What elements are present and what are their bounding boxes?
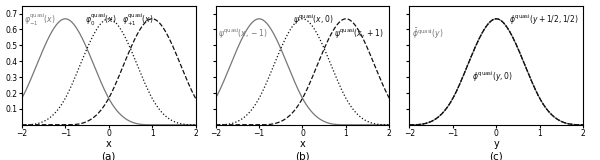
- Text: $\bar{\phi}^{\rm quasi}(y)$: $\bar{\phi}^{\rm quasi}(y)$: [412, 27, 443, 41]
- Text: (b): (b): [295, 151, 310, 160]
- X-axis label: x: x: [299, 139, 305, 149]
- Text: $\psi^{\rm quasi}(x,+1)$: $\psi^{\rm quasi}(x,+1)$: [334, 27, 384, 41]
- Text: $\phi^{\rm quasi}(y,0)$: $\phi^{\rm quasi}(y,0)$: [472, 70, 513, 84]
- Text: $\varphi_0^{\rm quasi}(x)$: $\varphi_0^{\rm quasi}(x)$: [85, 11, 116, 28]
- X-axis label: y: y: [493, 139, 499, 149]
- Text: $\psi^{\rm quasi}(x,0)$: $\psi^{\rm quasi}(x,0)$: [293, 13, 334, 27]
- Text: $\varphi_{-1}^{\rm quasi}(x)$: $\varphi_{-1}^{\rm quasi}(x)$: [24, 11, 56, 28]
- Text: $\varphi_{+1}^{\rm quasi}(x)$: $\varphi_{+1}^{\rm quasi}(x)$: [122, 11, 154, 28]
- Text: $\phi^{\rm quasi}(y+1/2,1/2)$: $\phi^{\rm quasi}(y+1/2,1/2)$: [509, 13, 579, 27]
- X-axis label: x: x: [106, 139, 112, 149]
- Text: (a): (a): [101, 151, 116, 160]
- Text: $\psi^{\rm quasi}(x,-1)$: $\psi^{\rm quasi}(x,-1)$: [218, 27, 268, 41]
- Text: (c): (c): [490, 151, 503, 160]
